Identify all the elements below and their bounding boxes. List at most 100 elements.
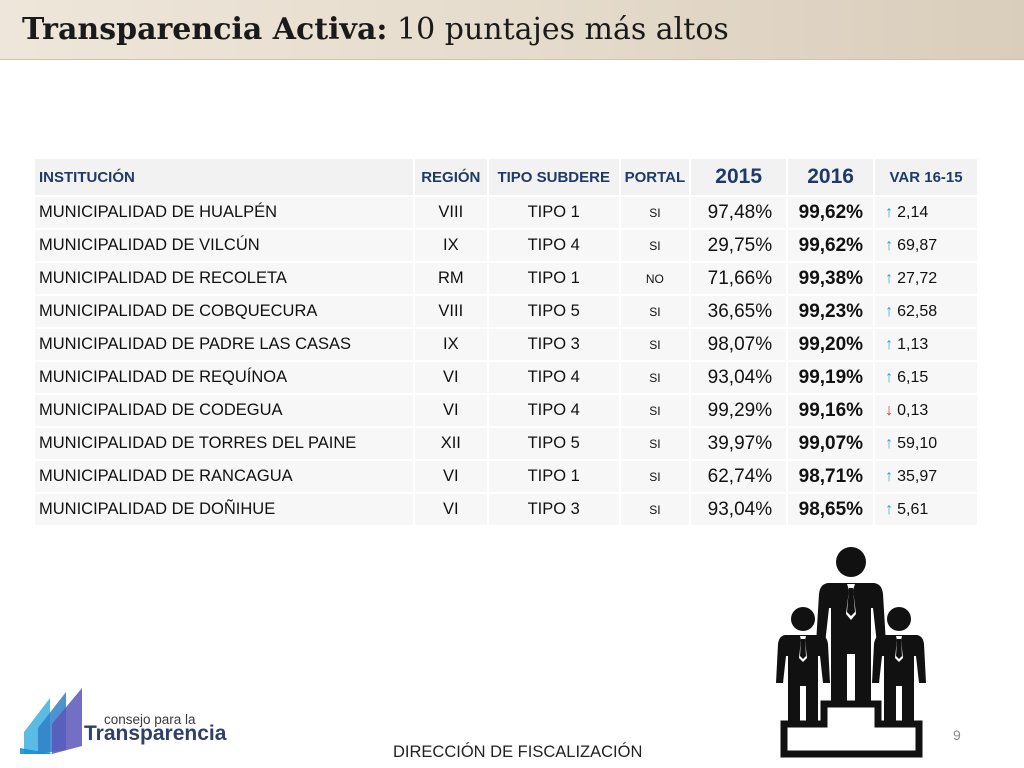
cell-2016: 98,71% xyxy=(788,461,874,492)
var-value: 1,13 xyxy=(897,335,929,353)
table-row: MUNICIPALIDAD DE RECOLETA RM TIPO 1 NO 71,66… xyxy=(35,263,977,294)
arrow-up-icon: ↑ xyxy=(885,434,894,452)
cell-institucion: MUNICIPALIDAD DE COBQUECURA xyxy=(35,296,413,327)
cell-var: ↑ 59,10 xyxy=(875,428,977,459)
cell-2016: 99,38% xyxy=(788,263,874,294)
table-header-row: INSTITUCIÓN REGIÓN TIPO SUBDERE PORTAL 2… xyxy=(35,159,977,195)
cell-var: ↑ 6,15 xyxy=(875,362,977,393)
cell-2015: 97,48% xyxy=(691,197,787,228)
cell-tipo: TIPO 1 xyxy=(488,461,619,492)
cell-var: ↑ 62,58 xyxy=(875,296,977,327)
cell-2015: 39,97% xyxy=(691,428,787,459)
var-value: 35,97 xyxy=(897,467,938,485)
logo: consejo para la Transparencia xyxy=(20,688,226,758)
cell-tipo: TIPO 3 xyxy=(488,329,619,360)
table-row: MUNICIPALIDAD DE RANCAGUA VI TIPO 1 SI 62,74… xyxy=(35,461,977,492)
arrow-up-icon: ↑ xyxy=(885,302,894,320)
cell-2016: 99,62% xyxy=(788,230,874,261)
cell-institucion: MUNICIPALIDAD DE DOÑIHUE xyxy=(35,494,413,525)
cell-2016: 99,19% xyxy=(788,362,874,393)
cell-portal: NO xyxy=(620,263,690,294)
cell-region: IX xyxy=(414,329,487,360)
table-row: MUNICIPALIDAD DE COBQUECURA VIII TIPO 5 SI 3… xyxy=(35,296,977,327)
cell-var: ↑ 2,14 xyxy=(875,197,977,228)
cell-2015: 98,07% xyxy=(691,329,787,360)
arrow-up-icon: ↑ xyxy=(885,467,894,485)
header-2015: 2015 xyxy=(691,159,787,195)
footer-direccion: DIRECCIÓN DE FISCALIZACIÓN xyxy=(393,743,643,761)
arrow-up-icon: ↑ xyxy=(885,269,894,287)
cell-tipo: TIPO 1 xyxy=(488,263,619,294)
cell-region: VI xyxy=(414,494,487,525)
cell-2016: 99,62% xyxy=(788,197,874,228)
arrow-up-icon: ↑ xyxy=(885,368,894,386)
cell-var: ↑ 69,87 xyxy=(875,230,977,261)
cell-institucion: MUNICIPALIDAD DE TORRES DEL PAINE xyxy=(35,428,413,459)
cell-2015: 93,04% xyxy=(691,494,787,525)
table-row: MUNICIPALIDAD DE REQUÍNOA VI TIPO 4 SI 93,04… xyxy=(35,362,977,393)
table-row: MUNICIPALIDAD DE TORRES DEL PAINE XII TIPO… xyxy=(35,428,977,459)
cell-tipo: TIPO 1 xyxy=(488,197,619,228)
slide-title-rest: 10 puntajes más altos xyxy=(387,12,729,47)
cell-tipo: TIPO 3 xyxy=(488,494,619,525)
table-row: MUNICIPALIDAD DE VILCÚN IX TIPO 4 SI 29,75% 9… xyxy=(35,230,977,261)
cell-tipo: TIPO 4 xyxy=(488,362,619,393)
var-value: 6,15 xyxy=(897,368,929,386)
cell-region: RM xyxy=(414,263,487,294)
cell-2015: 29,75% xyxy=(691,230,787,261)
cell-portal: SI xyxy=(620,230,690,261)
header-portal: PORTAL xyxy=(620,159,690,195)
cell-portal: SI xyxy=(620,197,690,228)
slide-title-bold: Transparencia Activa: xyxy=(22,12,388,47)
logo-text-big: Transparencia xyxy=(84,722,227,745)
cell-portal: SI xyxy=(620,461,690,492)
title-band: Transparencia Activa: 10 puntajes más al… xyxy=(0,0,1024,60)
cell-tipo: TIPO 4 xyxy=(488,395,619,426)
cell-region: IX xyxy=(414,230,487,261)
var-value: 27,72 xyxy=(897,269,938,287)
var-value: 62,58 xyxy=(897,302,938,320)
ranking-table: INSTITUCIÓN REGIÓN TIPO SUBDERE PORTAL 2… xyxy=(33,157,979,527)
cell-2015: 99,29% xyxy=(691,395,787,426)
header-region: REGIÓN xyxy=(414,159,487,195)
cell-2016: 99,23% xyxy=(788,296,874,327)
header-institucion: INSTITUCIÓN xyxy=(35,159,413,195)
cell-2015: 62,74% xyxy=(691,461,787,492)
cell-var: ↑ 5,61 xyxy=(875,494,977,525)
var-value: 69,87 xyxy=(897,236,938,254)
logo-text-small: consejo para la xyxy=(104,712,196,727)
cell-institucion: MUNICIPALIDAD DE REQUÍNOA xyxy=(35,362,413,393)
var-value: 5,61 xyxy=(897,500,929,518)
cell-portal: SI xyxy=(620,395,690,426)
logo-mark-icon xyxy=(20,688,82,754)
cell-tipo: TIPO 4 xyxy=(488,230,619,261)
header-var: VAR 16-15 xyxy=(875,159,977,195)
var-value: 59,10 xyxy=(897,434,938,452)
cell-region: VIII xyxy=(414,296,487,327)
cell-2015: 71,66% xyxy=(691,263,787,294)
cell-region: XII xyxy=(414,428,487,459)
cell-2016: 99,20% xyxy=(788,329,874,360)
var-value: 0,13 xyxy=(897,401,929,419)
arrow-up-icon: ↑ xyxy=(885,335,894,353)
cell-region: VI xyxy=(414,395,487,426)
cell-var: ↑ 27,72 xyxy=(875,263,977,294)
cell-var: ↑ 35,97 xyxy=(875,461,977,492)
cell-portal: SI xyxy=(620,296,690,327)
page-number: 9 xyxy=(953,727,961,743)
cell-region: VI xyxy=(414,362,487,393)
cell-institucion: MUNICIPALIDAD DE HUALPÉN xyxy=(35,197,413,228)
cell-portal: SI xyxy=(620,362,690,393)
cell-institucion: MUNICIPALIDAD DE RANCAGUA xyxy=(35,461,413,492)
cell-2015: 36,65% xyxy=(691,296,787,327)
table-row: MUNICIPALIDAD DE HUALPÉN VIII TIPO 1 SI 97,4… xyxy=(35,197,977,228)
arrow-up-icon: ↑ xyxy=(885,500,894,518)
cell-institucion: MUNICIPALIDAD DE VILCÚN xyxy=(35,230,413,261)
cell-portal: SI xyxy=(620,329,690,360)
podium-icon xyxy=(776,547,926,758)
cell-var: ↓ 0,13 xyxy=(875,395,977,426)
cell-institucion: MUNICIPALIDAD DE RECOLETA xyxy=(35,263,413,294)
cell-portal: SI xyxy=(620,428,690,459)
var-value: 2,14 xyxy=(897,203,929,221)
cell-2015: 93,04% xyxy=(691,362,787,393)
